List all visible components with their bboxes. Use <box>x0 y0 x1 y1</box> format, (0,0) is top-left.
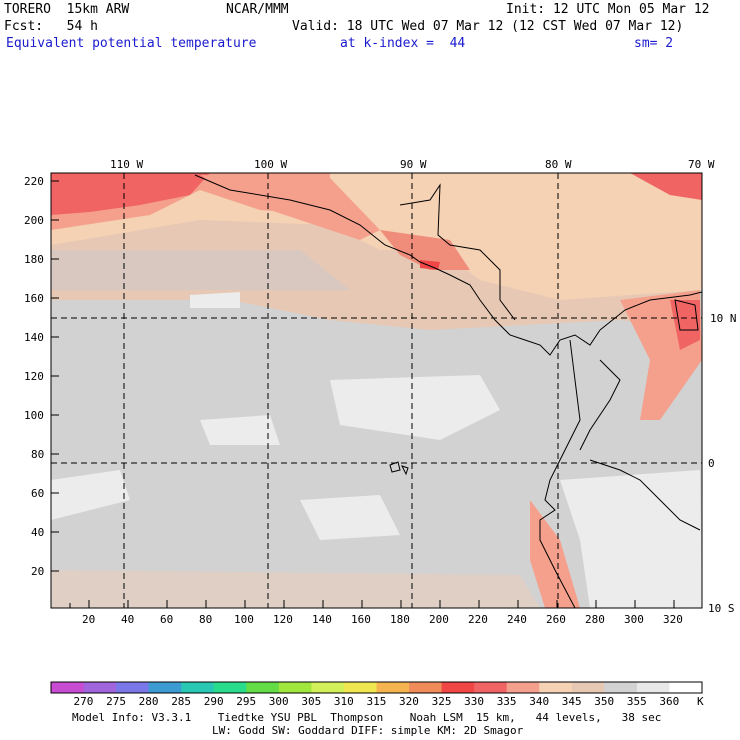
y-tick-label: 140 <box>24 331 44 344</box>
y-tick-label: 160 <box>24 292 44 305</box>
colorbar-swatch <box>343 682 377 693</box>
y-tick-label: 120 <box>24 370 44 383</box>
plot-frame <box>50 172 703 609</box>
y-tick-label: 60 <box>31 487 45 500</box>
x-tick-label: 240 <box>507 613 527 626</box>
lon-label: 70 W <box>688 158 715 171</box>
x-tick-label: 220 <box>468 613 488 626</box>
colorbar-swatch <box>376 682 410 693</box>
colorbar-swatch <box>539 682 573 693</box>
k-index: at k-index = 44 <box>340 36 466 51</box>
y-tick-label: 80 <box>31 448 45 461</box>
lon-label: 80 W <box>545 158 572 171</box>
colorbar-label: 350 <box>594 695 615 708</box>
colorbar-swatch <box>409 682 443 693</box>
colorbar-label: 295 <box>236 695 257 708</box>
x-tick-label: 40 <box>121 613 135 626</box>
y-tick-label: 20 <box>31 565 45 578</box>
x-tick-label: 180 <box>390 613 410 626</box>
colorbar-swatch <box>474 682 508 693</box>
colorbar-label: 300 <box>268 695 289 708</box>
colorbar-label: 270 <box>73 695 94 708</box>
physics-info: LW: Godd SW: Goddard DIFF: simple KM: 2D… <box>212 724 524 737</box>
colorbar-label: 340 <box>529 695 550 708</box>
colorbar-label: 290 <box>203 695 224 708</box>
org-label: NCAR/MMM <box>226 2 289 17</box>
axis-ticks <box>51 180 675 608</box>
colorbar-label: 305 <box>301 695 322 708</box>
x-tick-label: 300 <box>624 613 644 626</box>
colorbar-label: 325 <box>431 695 452 708</box>
lat-label: 0 <box>708 457 715 470</box>
colorbar-swatch <box>669 682 703 693</box>
white-patch-center <box>330 375 500 440</box>
colorbar-label: 330 <box>464 695 484 708</box>
init-time: Init: 12 UTC Mon 05 Mar 12 <box>506 2 710 17</box>
x-tick-label: 20 <box>82 613 96 626</box>
model-info: Model Info: V3.3.1 Tiedtke YSU PBL Thomp… <box>72 711 662 724</box>
colorbar-swatch <box>636 682 670 693</box>
white-patch-se <box>560 470 702 608</box>
x-tick-label: 160 <box>351 613 371 626</box>
colorbar-swatch <box>51 682 85 693</box>
coastlines <box>194 174 702 608</box>
x-tick-label: 80 <box>199 613 213 626</box>
model-title: TORERO 15km ARW <box>4 2 130 17</box>
colorbar-swatch <box>83 682 117 693</box>
forecast-hour: Fcst: 54 h <box>4 19 98 34</box>
x-tick-label: 100 <box>234 613 254 626</box>
colorbar-label: 320 <box>399 695 419 708</box>
colorbar-swatch <box>278 682 312 693</box>
colorbar-label: 280 <box>138 695 159 708</box>
colorbar-unit: K <box>697 695 704 708</box>
x-tick-label: 120 <box>273 613 293 626</box>
x-tick-label: 200 <box>429 613 449 626</box>
y-tick-label: 40 <box>31 526 45 539</box>
lat-label: 10 S <box>708 602 735 615</box>
coastal-band-south <box>530 500 580 608</box>
x-tick-label: 280 <box>585 613 605 626</box>
x-tick-label: 260 <box>546 613 566 626</box>
y-tick-label: 100 <box>24 409 44 422</box>
lon-label: 90 W <box>400 158 427 171</box>
lon-label: 100 W <box>254 158 288 171</box>
colorbar-label: 285 <box>171 695 192 708</box>
y-tick-label: 200 <box>24 214 44 227</box>
peach-region <box>51 173 702 300</box>
colorbar-label: 315 <box>366 695 387 708</box>
colorbar-label: 335 <box>496 695 517 708</box>
colorbar-swatch <box>311 682 345 693</box>
colorbar-swatch <box>604 682 638 693</box>
colorbar-swatch <box>116 682 150 693</box>
colorbar-label: 310 <box>333 695 354 708</box>
colorbar-swatch <box>441 682 475 693</box>
colorbar-label: 355 <box>626 695 647 708</box>
colorbar-label: 275 <box>106 695 126 708</box>
smoothing: sm= 2 <box>634 36 674 51</box>
lon-label: 110 W <box>110 158 144 171</box>
valid-time: Valid: 18 UTC Wed 07 Mar 12 (12 CST Wed … <box>292 19 684 34</box>
x-tick-label: 140 <box>312 613 332 626</box>
lat-label: 10 N <box>710 312 737 325</box>
colorbar-swatch <box>571 682 605 693</box>
colorbar-swatch <box>246 682 280 693</box>
colorbar-swatch <box>506 682 540 693</box>
colorbar-label: 345 <box>561 695 582 708</box>
colorbar-swatch <box>181 682 215 693</box>
colorbar-label: 360 <box>659 695 680 708</box>
colorbar-swatch <box>148 682 182 693</box>
graticule <box>51 173 702 608</box>
x-tick-label: 60 <box>160 613 174 626</box>
y-tick-label: 220 <box>24 175 44 188</box>
field-name: Equivalent potential temperature <box>6 36 257 51</box>
colorbar-swatch <box>213 682 247 693</box>
red-region-nw <box>51 173 210 215</box>
y-tick-label: 180 <box>24 253 44 266</box>
colorbar <box>51 682 703 693</box>
x-tick-label: 320 <box>663 613 683 626</box>
